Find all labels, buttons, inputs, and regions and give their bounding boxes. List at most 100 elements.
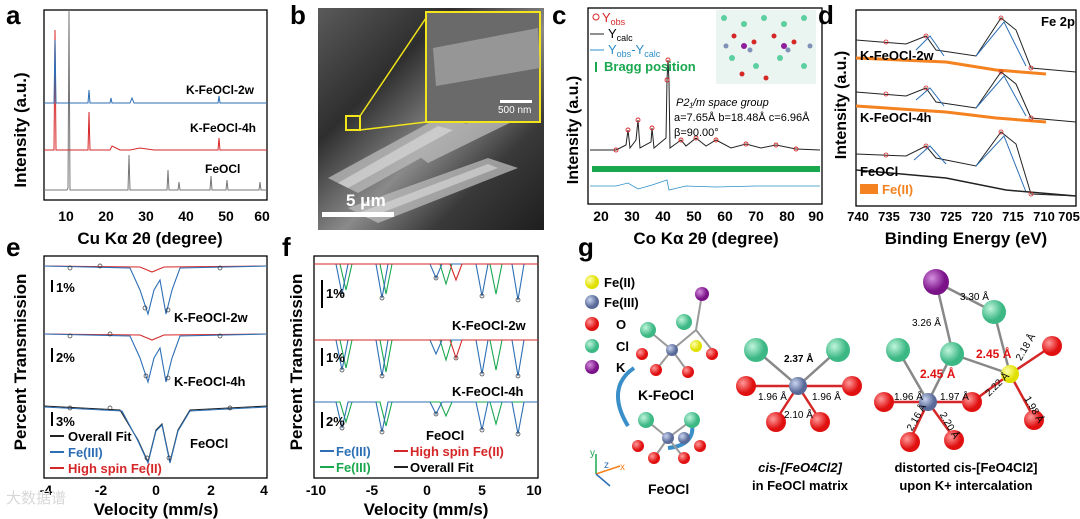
axis-y-label: y <box>590 448 595 459</box>
panel-a-xtick: 30 <box>138 208 154 224</box>
panel-d-chart: Intensity (a.u.) Fe 2p K-FeOCl-2w K-FeOC… <box>833 9 1080 248</box>
panel-e-xtick: 2 <box>207 482 215 498</box>
panel-f-xlabel: Velocity (mm/s) <box>364 500 489 519</box>
panel-d-xtick: 720 <box>971 209 993 224</box>
panel-e-label: e <box>6 232 21 262</box>
bond-label: 2.16 Å <box>903 401 929 433</box>
panel-e-legend-item: High spin Fe(II) <box>68 461 162 476</box>
panel-a-ylabel: Intensity (a.u.) <box>11 72 30 187</box>
sem-scale-inset: 500 nm <box>498 105 531 116</box>
panel-f-chart: Percent Transmission 1% 1% 2% K-FeOCl-2w… <box>287 255 542 519</box>
panel-a-xtick: 40 <box>178 208 194 224</box>
panel-a-xtick: 50 <box>218 208 234 224</box>
panel-f-xtick: 0 <box>423 482 431 498</box>
panel-c-legend-obs: Yobs <box>602 10 626 27</box>
panel-b-label: b <box>290 0 306 30</box>
bond-label: 2.20 Å <box>937 410 963 442</box>
panel-g-diagram: Fe(II) Fe(III) O Cl K K-FeOCl FeOCl y z … <box>585 269 1062 497</box>
panel-d-xlabel: Binding Energy (eV) <box>885 229 1047 248</box>
panel-c-legend-calc: Ycalc <box>608 26 633 43</box>
panel-e-legend-item: Fe(III) <box>68 445 103 460</box>
bond-label: 1.96 Å <box>894 390 923 403</box>
panel-g-struct-top-label: K-FeOCl <box>638 387 694 403</box>
panel-g-right-caption2: upon K+ intercalation <box>899 478 1032 493</box>
panel-g-struct-feocl <box>632 412 706 464</box>
panel-a-curve-feocl <box>44 9 267 191</box>
panel-g-label: g <box>578 232 594 262</box>
panel-c-xlabel: Co Kα 2θ (degree) <box>633 229 778 248</box>
panel-d-xtick: 715 <box>1002 209 1024 224</box>
panel-d-legend-swatch <box>860 184 878 194</box>
panel-e-xticks: -4 -2 0 2 4 <box>40 482 268 498</box>
panel-e-xtick: 4 <box>260 482 268 498</box>
panel-c-spacegroup: P2₁/m space group <box>676 97 769 109</box>
panel-f-xtick: -10 <box>306 482 326 498</box>
sem-zoom-box <box>345 115 361 131</box>
panel-c-chart: Intensity (a.u.) Yobs Ycalc Yobs-Ycalc B… <box>565 7 824 248</box>
panel-f-xtick: 5 <box>478 482 486 498</box>
panel-a-chart: Intensity (a.u.) K-FeOCl-2w K-FeOCl-4h F… <box>11 9 270 248</box>
panel-c-xtick: 20 <box>593 208 609 224</box>
panel-g-right-structure <box>874 269 1062 452</box>
panel-f-scale: 2% <box>326 414 345 429</box>
panel-c-xtick: 80 <box>779 208 795 224</box>
panel-g-legend-item: Cl <box>616 339 629 354</box>
axis-z-label: z <box>604 460 609 471</box>
panel-c-legend-diff: Yobs-Ycalc <box>608 42 661 59</box>
panel-c-xtick: 70 <box>748 208 764 224</box>
panel-g-middle-caption1: cis-[FeO4Cl2] <box>758 460 842 475</box>
panel-c-label: c <box>552 0 567 30</box>
panel-f-legend-item: Overall Fit <box>410 460 474 475</box>
panel-c-axes <box>587 7 823 205</box>
bond-label: 2.10 Å <box>784 408 813 421</box>
panel-f-spectra <box>314 263 538 435</box>
panel-c-xticks: 20 30 40 50 60 70 80 90 <box>593 208 824 224</box>
panel-d-legend-label: Fe(II) <box>882 182 913 197</box>
panel-g-struct-kfeocl <box>636 287 718 378</box>
fe3-legend-icon <box>585 295 599 309</box>
bond-label: 1.96 Å <box>758 390 787 403</box>
bond-label: 2.45 Å <box>920 366 956 381</box>
panel-g-legend-item: K <box>616 360 626 375</box>
panel-c-crystal-inset <box>716 10 816 84</box>
panel-c-xtick: 90 <box>808 208 824 224</box>
panel-f-scale: 1% <box>326 286 345 301</box>
panel-a-xticks: 10 20 30 40 50 60 <box>58 208 270 224</box>
panel-d-curve-feocl-label: FeOCl <box>860 164 898 179</box>
transform-arrow-icon <box>615 366 636 428</box>
panel-f-legend-item: High spin Fe(II) <box>410 444 504 459</box>
o-legend-icon <box>585 317 599 331</box>
panel-d-ylabel: Intensity (a.u.) <box>833 51 850 159</box>
panel-e-curve-4h-label: K-FeOCl-4h <box>174 374 246 389</box>
panel-g-legend-item: O <box>616 317 626 332</box>
sem-image-detail: 500 nm 5 μm <box>322 11 541 223</box>
panel-c-beta: β=90.00° <box>674 127 719 139</box>
panel-c-lattice: a=7.65Å b=18.48Å c=6.96Å <box>674 111 810 124</box>
fe2-legend-icon <box>585 275 599 289</box>
panel-f-curve-feocl-label: FeOCl <box>426 428 464 443</box>
panel-e-scale: 2% <box>56 350 75 365</box>
panel-e-ylabel: Percent Transmission <box>11 274 30 451</box>
panel-e-axes <box>43 255 268 479</box>
panel-f-xticks: -10 -5 0 5 10 <box>306 482 542 498</box>
panel-a-curve-feocl-label: FeOCl <box>205 162 240 176</box>
panel-e-curve-feocl-label: FeOCl <box>190 436 228 451</box>
panel-d-label: d <box>818 0 834 30</box>
panel-f-label: f <box>282 232 291 262</box>
panel-g-right-caption1: distorted cis-[FeO4Cl2] <box>894 460 1037 475</box>
panel-f-legend-item: Fe(III) <box>336 444 371 459</box>
panel-a-xtick: 10 <box>58 208 74 224</box>
panel-e-spectra <box>43 265 268 465</box>
panel-f-curve-2w-label: K-FeOCl-2w <box>452 318 527 333</box>
panel-d-xtick: 725 <box>940 209 962 224</box>
panel-c-legend-obs-marker <box>592 13 600 21</box>
panel-c-xtick: 60 <box>717 208 733 224</box>
bond-label: 3.26 Å <box>912 316 941 329</box>
panel-g-struct-bottom-label: FeOCl <box>648 481 689 497</box>
panel-c-obs-points <box>613 57 799 153</box>
panel-d-spectra <box>855 17 1077 197</box>
panel-c-bragg-ticks <box>592 166 820 172</box>
panel-g-middle-caption2: in FeOCl matrix <box>752 478 849 493</box>
panel-c-diff-curve <box>590 179 820 191</box>
panel-e-xtick: -2 <box>95 482 108 498</box>
